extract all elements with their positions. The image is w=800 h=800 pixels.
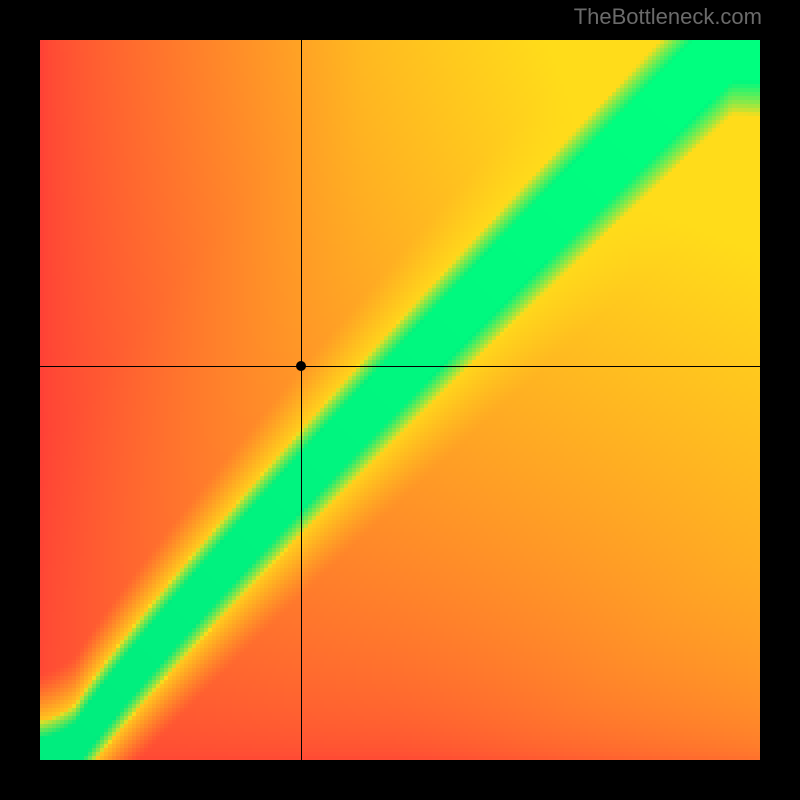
crosshair-vertical bbox=[301, 40, 302, 760]
chart-container: TheBottleneck.com bbox=[0, 0, 800, 800]
plot-area bbox=[40, 40, 760, 760]
watermark-text: TheBottleneck.com bbox=[574, 4, 762, 30]
heatmap-canvas bbox=[40, 40, 760, 760]
crosshair-horizontal bbox=[40, 366, 760, 367]
